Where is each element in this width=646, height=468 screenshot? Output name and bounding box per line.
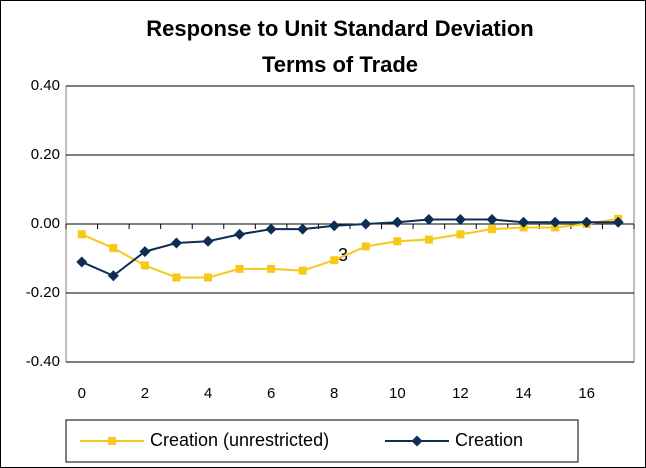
marker: [297, 223, 309, 235]
x-tick-label: 2: [141, 385, 149, 402]
legend-label: Creation: [455, 430, 523, 450]
x-tick-label: 16: [578, 385, 595, 402]
marker: [170, 237, 182, 249]
marker: [456, 230, 465, 239]
marker: [612, 216, 624, 228]
x-tick-label: 12: [452, 385, 469, 402]
x-tick-label: 0: [78, 385, 86, 402]
x-tick-label: 4: [204, 385, 212, 402]
marker: [330, 256, 339, 265]
x-tick-label: 14: [515, 385, 532, 402]
annotation: 3: [338, 245, 348, 265]
marker: [423, 214, 435, 226]
marker: [581, 216, 593, 228]
chart-title: Response to Unit Standard Deviation: [146, 16, 534, 41]
marker: [424, 235, 433, 244]
marker: [549, 216, 561, 228]
marker: [265, 223, 277, 235]
marker: [267, 264, 276, 273]
marker: [235, 264, 244, 273]
marker: [204, 273, 212, 282]
marker: [108, 437, 116, 445]
marker: [486, 214, 498, 226]
x-tick-label: 8: [330, 385, 338, 402]
marker: [139, 246, 151, 258]
legend: [65, 419, 579, 463]
marker: [393, 237, 402, 246]
marker: [391, 216, 403, 228]
marker: [488, 225, 496, 234]
y-tick-label: -0.40: [26, 353, 60, 370]
y-tick-label: 0.40: [31, 77, 60, 94]
marker: [518, 216, 530, 228]
y-tick-label: -0.20: [26, 284, 60, 301]
marker: [328, 220, 340, 232]
marker: [77, 230, 86, 239]
marker: [454, 214, 466, 226]
y-tick-label: 0.00: [31, 215, 60, 232]
marker: [234, 228, 246, 240]
chart-title: Terms of Trade: [262, 52, 418, 77]
marker: [411, 435, 423, 447]
marker: [361, 242, 370, 251]
marker: [140, 261, 149, 270]
marker: [298, 266, 307, 275]
marker: [109, 244, 118, 253]
x-tick-label: 6: [267, 385, 275, 402]
marker: [172, 273, 181, 282]
marker: [202, 235, 214, 247]
marker: [76, 256, 88, 268]
x-tick-label: 10: [389, 385, 406, 402]
marker: [107, 270, 119, 282]
series-line: [81, 217, 619, 279]
y-tick-label: 0.20: [31, 146, 60, 163]
legend-label: Creation (unrestricted): [150, 430, 329, 450]
marker: [360, 218, 372, 230]
